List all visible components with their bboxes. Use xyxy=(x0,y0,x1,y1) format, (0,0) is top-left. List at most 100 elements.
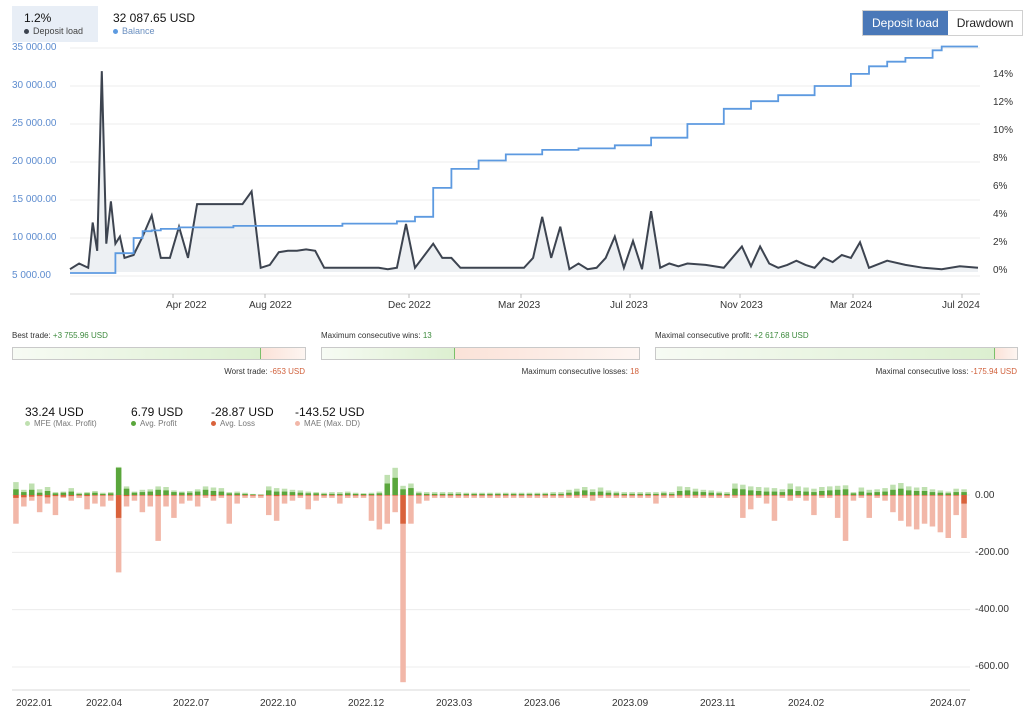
mfe-bar xyxy=(597,487,604,495)
x-axis-tick: Jul 2023 xyxy=(610,300,648,311)
avg-profit-bar xyxy=(234,493,240,495)
avg-profit-bar xyxy=(416,493,422,495)
avg-loss-bar xyxy=(763,495,770,496)
avg-loss-bar xyxy=(748,495,754,496)
avg-profit-value: 6.79 USD xyxy=(131,405,184,419)
avg-profit-bar xyxy=(487,493,493,495)
deposit-load-label: Deposit load xyxy=(24,26,83,36)
mfe-bar xyxy=(937,490,944,495)
mae-bar xyxy=(384,495,390,524)
avg-loss-bar xyxy=(613,495,620,496)
avg-profit-bar xyxy=(850,493,857,495)
deposit-load-legend xyxy=(12,6,98,42)
avg-loss-bar xyxy=(645,495,651,496)
avg-loss-bar xyxy=(779,495,786,496)
mae-bar xyxy=(795,495,801,498)
avg-profit-bar xyxy=(273,491,280,495)
avg-loss-bar xyxy=(487,495,493,496)
avg-loss-bar xyxy=(194,495,201,496)
mae-bar xyxy=(258,495,264,498)
avg-profit-bar xyxy=(163,490,169,495)
avg-profit-bar xyxy=(842,489,849,495)
x-axis-tick: Aug 2022 xyxy=(249,300,292,311)
mae-bar xyxy=(115,495,122,573)
left-axis-tick: 5 000.00 xyxy=(12,270,51,281)
avg-loss-bar xyxy=(226,495,232,496)
deposit-load-value: 1.2% xyxy=(24,11,52,25)
avg-profit-bar xyxy=(479,493,485,495)
mae-bar xyxy=(29,495,35,501)
avg-loss-bar xyxy=(937,495,944,496)
avg-loss-bar xyxy=(313,495,319,496)
mfe-bar xyxy=(258,494,264,495)
y-axis-tick: -200.00 xyxy=(975,547,1009,558)
avg-profit-bar xyxy=(297,492,304,495)
left-axis-tick: 15 000.00 xyxy=(12,194,57,205)
avg-loss-bar xyxy=(858,495,865,496)
mae-dot-icon xyxy=(295,421,300,427)
avg-profit-bar xyxy=(589,492,596,495)
avg-profit-bar xyxy=(676,491,683,495)
mae-bar xyxy=(368,495,375,521)
left-axis-tick: 20 000.00 xyxy=(12,156,57,167)
avg-profit-bar xyxy=(187,492,193,495)
right-axis-tick: 14% xyxy=(993,69,1014,80)
mae-bar xyxy=(637,495,643,498)
mae-bar xyxy=(36,495,43,513)
mae-bar xyxy=(179,495,185,504)
balance-deposit-chart xyxy=(69,45,980,298)
avg-profit-bar xyxy=(92,492,98,495)
mae-bar xyxy=(811,495,817,516)
mfe-bar xyxy=(558,492,564,495)
profit-bar-fill xyxy=(656,348,996,359)
avg-loss-bar xyxy=(52,495,59,497)
mae-bar xyxy=(866,495,872,518)
mae-bar xyxy=(779,495,786,498)
avg-loss-bar xyxy=(582,495,588,496)
avg-loss-bar xyxy=(376,495,383,496)
x-axis-tick: 2023.03 xyxy=(436,698,473,709)
avg-profit-bar xyxy=(724,493,730,495)
balance-label-text: Balance xyxy=(122,26,155,36)
mae-bar xyxy=(858,495,865,498)
mfe-bar xyxy=(629,492,635,495)
mae-label: MAE (Max. DD) xyxy=(295,419,360,428)
avg-profit-bar xyxy=(21,492,27,495)
avg-loss-bar xyxy=(108,495,114,496)
avg-profit-bar xyxy=(400,489,406,495)
mfe-value: 33.24 USD xyxy=(25,405,84,419)
mfe-bar xyxy=(526,492,533,495)
avg-profit-bar xyxy=(898,488,904,495)
mae-bar xyxy=(416,495,422,504)
avg-loss-bar xyxy=(811,495,817,496)
avg-loss-bar xyxy=(400,495,406,524)
drawdown-button[interactable]: Drawdown xyxy=(947,11,1023,35)
deposit-load-button[interactable]: Deposit load xyxy=(863,11,948,35)
mfe-bar xyxy=(463,492,469,495)
mfe-bar xyxy=(447,492,454,495)
mae-bar xyxy=(898,495,904,521)
mae-bar xyxy=(21,495,27,507)
right-axis-tick: 12% xyxy=(993,97,1014,108)
avg-profit-bar xyxy=(408,488,414,495)
avg-loss-bar xyxy=(447,495,454,496)
avg-profit-bar xyxy=(534,493,541,495)
mae-bar xyxy=(376,495,383,530)
avg-loss-bar xyxy=(495,495,501,496)
avg-profit-bar xyxy=(929,492,936,495)
mae-bar xyxy=(400,495,406,683)
max-loss-label: Maximal consecutive loss: xyxy=(875,367,969,376)
avg-profit-bar xyxy=(708,492,714,495)
avg-profit-bar xyxy=(455,493,462,495)
mae-bar xyxy=(740,495,746,518)
mae-bar xyxy=(408,495,414,524)
mae-bar xyxy=(510,495,517,498)
mae-bar xyxy=(558,495,564,498)
avg-loss-bar xyxy=(732,495,738,496)
mfe-bar xyxy=(605,490,612,495)
mfe-bar xyxy=(376,491,383,495)
avg-loss-bar xyxy=(281,495,288,496)
mae-bar xyxy=(803,495,809,501)
avg-loss-label-text: Avg. Loss xyxy=(220,419,255,428)
mae-bar xyxy=(708,495,714,498)
